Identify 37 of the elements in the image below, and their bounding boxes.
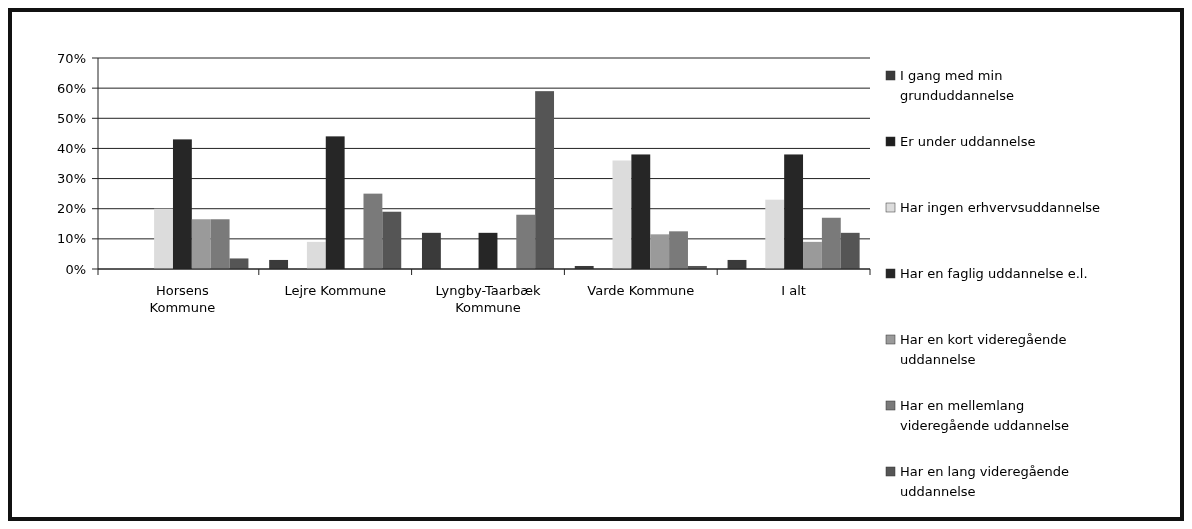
y-tick-label: 50%: [57, 110, 86, 126]
bar: [612, 160, 632, 269]
bar: [363, 193, 383, 269]
bar: [210, 219, 230, 269]
x-tick-label: Lyngby-Taarbæk Kommune: [435, 283, 541, 315]
bar: [803, 241, 822, 269]
bar: [669, 231, 688, 269]
bar: [229, 258, 249, 269]
bar: [821, 217, 841, 269]
bar: [535, 91, 555, 269]
bar: [650, 234, 670, 269]
legend-label: Har en kort videregående uddannelse: [900, 332, 1067, 367]
bar: [191, 219, 211, 269]
legend-label: Er under uddannelse: [900, 134, 1036, 149]
legend-label: Har en lang videregående uddannelse: [900, 464, 1070, 499]
x-tick-label: Horsens Kommune: [149, 283, 216, 315]
legend-label: Har en faglig uddannelse e.l.: [900, 266, 1088, 281]
legend-label: Har en mellemlang videregående uddannelse: [900, 398, 1070, 433]
bar: [516, 214, 536, 269]
bar: [382, 211, 402, 269]
bar: [765, 199, 785, 269]
y-tick-label: 70%: [57, 50, 86, 66]
y-tick-label: 20%: [57, 201, 86, 217]
legend-label: I gang med min grunduddannelse: [900, 68, 1014, 103]
x-tick-label: Varde Kommune: [587, 283, 695, 298]
bar: [421, 232, 441, 269]
x-tick-label: Lejre Kommune: [284, 283, 386, 298]
bar: [840, 232, 860, 269]
bar: [306, 241, 326, 269]
y-tick-label: 0%: [65, 261, 86, 277]
y-tick-label: 40%: [57, 140, 86, 156]
bar: [154, 208, 173, 269]
y-tick-label: 60%: [57, 80, 86, 96]
y-tick-label: 30%: [57, 171, 86, 187]
legend-label: Har ingen erhvervsuddannelse: [900, 200, 1101, 215]
y-tick-label: 10%: [57, 231, 86, 247]
x-tick-label: I alt: [781, 283, 806, 298]
